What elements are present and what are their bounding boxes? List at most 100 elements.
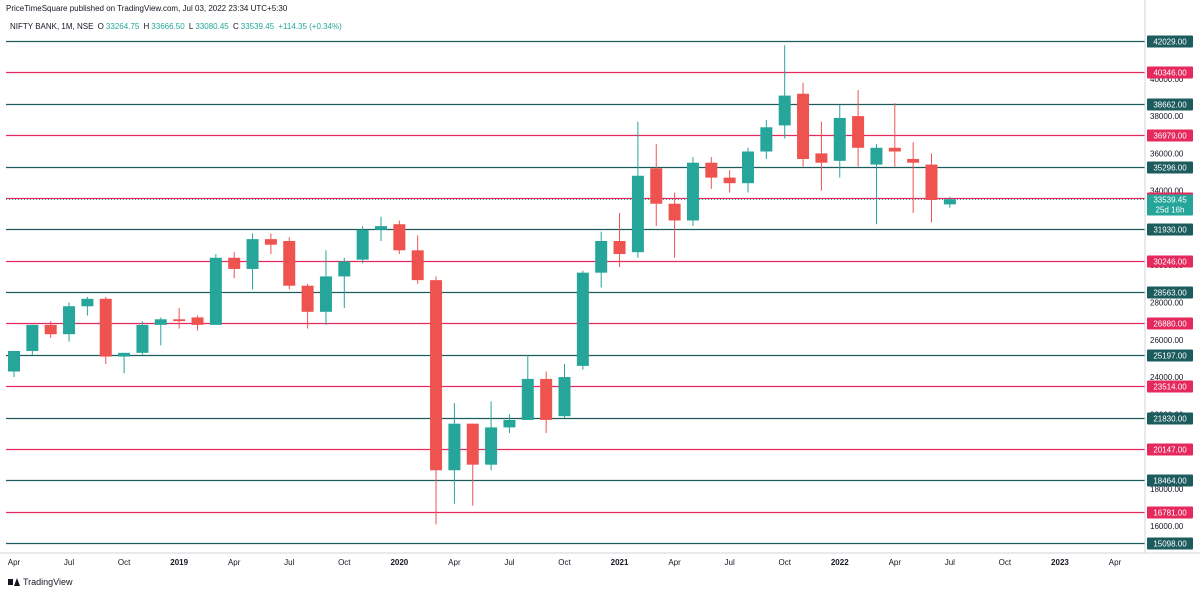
candle-body <box>63 306 76 335</box>
candle-body <box>888 147 901 152</box>
level-label-bg <box>1147 223 1193 236</box>
candle <box>26 324 39 355</box>
candle <box>430 276 443 525</box>
candle <box>540 371 553 433</box>
level-label: 31930.00 <box>1153 226 1187 235</box>
candle-body <box>283 240 296 286</box>
level-label: 26880.00 <box>1153 320 1187 329</box>
close-label: C <box>232 22 239 31</box>
x-tick-label: Jul <box>945 558 955 567</box>
candle <box>650 144 663 227</box>
candles[interactable] <box>8 45 956 525</box>
candle <box>521 354 534 420</box>
candle-body <box>228 257 241 269</box>
candle-body <box>99 298 112 357</box>
x-tick-label: Apr <box>8 558 21 567</box>
candle-body <box>815 153 828 163</box>
tradingview-logo-icon <box>8 578 20 586</box>
low-label: L <box>188 22 194 31</box>
candle-body <box>430 280 443 471</box>
publisher-credit: PriceTimeSquare published on TradingView… <box>6 4 288 13</box>
candle-body <box>778 95 791 126</box>
candle-body <box>852 116 865 148</box>
x-tick-label: Jul <box>284 558 294 567</box>
level-label-bg <box>1147 66 1193 79</box>
candle-body <box>797 93 810 159</box>
candle-body <box>319 276 332 312</box>
level-label-bg <box>1147 161 1193 174</box>
current-price-label: 33539.45 <box>1153 196 1187 205</box>
y-tick-label: 26000.00 <box>1150 336 1184 345</box>
level-label-bg <box>1147 98 1193 111</box>
x-axis[interactable]: Apr Jul Oct 2019 Apr Jul Oct 2020 Apr Jul Oct 2021 A… <box>0 0 1200 567</box>
candle-body <box>686 162 699 221</box>
candle-body <box>833 117 846 161</box>
candle <box>44 321 57 338</box>
candle-body <box>631 175 644 253</box>
symbol-legend: NIFTY BANK, 1M, NSE O 33264.75 H 33666.50 … <box>10 22 344 31</box>
candle <box>852 90 865 167</box>
level-labels: 42029.00 40346.00 38662.00 36979.00 35296.00… <box>1147 35 1193 550</box>
candle <box>99 296 112 365</box>
candle <box>925 153 938 223</box>
candle-body <box>943 199 956 205</box>
candle <box>576 270 589 370</box>
candle-body <box>907 158 920 163</box>
level-label-bg <box>1147 349 1193 362</box>
level-label-bg <box>1147 35 1193 48</box>
candle-body <box>209 257 222 325</box>
x-tick-label: Apr <box>228 558 241 567</box>
high-label: H <box>143 22 150 31</box>
x-tick-label: Oct <box>558 558 571 567</box>
candle <box>228 252 241 279</box>
y-tick-label: 36000.00 <box>1150 149 1184 158</box>
candle-body <box>742 151 754 184</box>
candle-body <box>540 378 553 420</box>
x-tick-label: Oct <box>999 558 1012 567</box>
tradingview-brand[interactable]: TradingView <box>8 577 73 587</box>
candle-body <box>393 224 406 251</box>
candle <box>631 121 644 258</box>
candle <box>154 317 167 346</box>
candle-body <box>705 162 718 178</box>
candle <box>686 157 699 227</box>
level-label-bg <box>1147 380 1193 393</box>
level-label: 42029.00 <box>1153 38 1187 47</box>
level-label-bg <box>1147 443 1193 456</box>
candle <box>742 147 754 193</box>
candle <box>191 315 204 331</box>
candle <box>118 352 131 374</box>
y-axis[interactable]: 16000.0018000.0020000.0022000.0024000.00… <box>1150 75 1184 531</box>
change-value: +114.35 (+0.34%) <box>278 22 342 31</box>
candle <box>723 170 736 193</box>
candle-body <box>246 239 259 269</box>
candle <box>411 235 424 284</box>
candle <box>558 364 571 419</box>
low-value: 33080.45 <box>195 22 229 31</box>
x-tick-label: Oct <box>118 558 131 567</box>
candle <box>301 283 314 329</box>
open-value: 33264.75 <box>105 22 140 31</box>
y-tick-label: 28000.00 <box>1150 299 1184 308</box>
candle <box>668 192 681 258</box>
candle <box>173 308 186 329</box>
level-label-bg <box>1147 317 1193 330</box>
candle-body <box>411 250 424 281</box>
candle-body <box>338 261 351 277</box>
countdown-label: 25d 16h <box>1156 206 1185 215</box>
candle <box>760 119 773 159</box>
candle-body <box>191 317 204 325</box>
high-value: 33666.50 <box>151 22 185 31</box>
x-tick-label: Jul <box>64 558 74 567</box>
candle <box>943 196 956 208</box>
x-tick-label: Apr <box>889 558 902 567</box>
level-label: 23514.00 <box>1153 383 1187 392</box>
candle <box>8 350 20 378</box>
y-tick-label: 40000.00 <box>1150 75 1184 84</box>
level-label: 25197.00 <box>1153 352 1187 361</box>
y-tick-label: 16000.00 <box>1150 522 1184 531</box>
candle-body <box>723 177 736 184</box>
x-tick-label: 2020 <box>390 558 408 567</box>
candle-body <box>44 324 57 335</box>
